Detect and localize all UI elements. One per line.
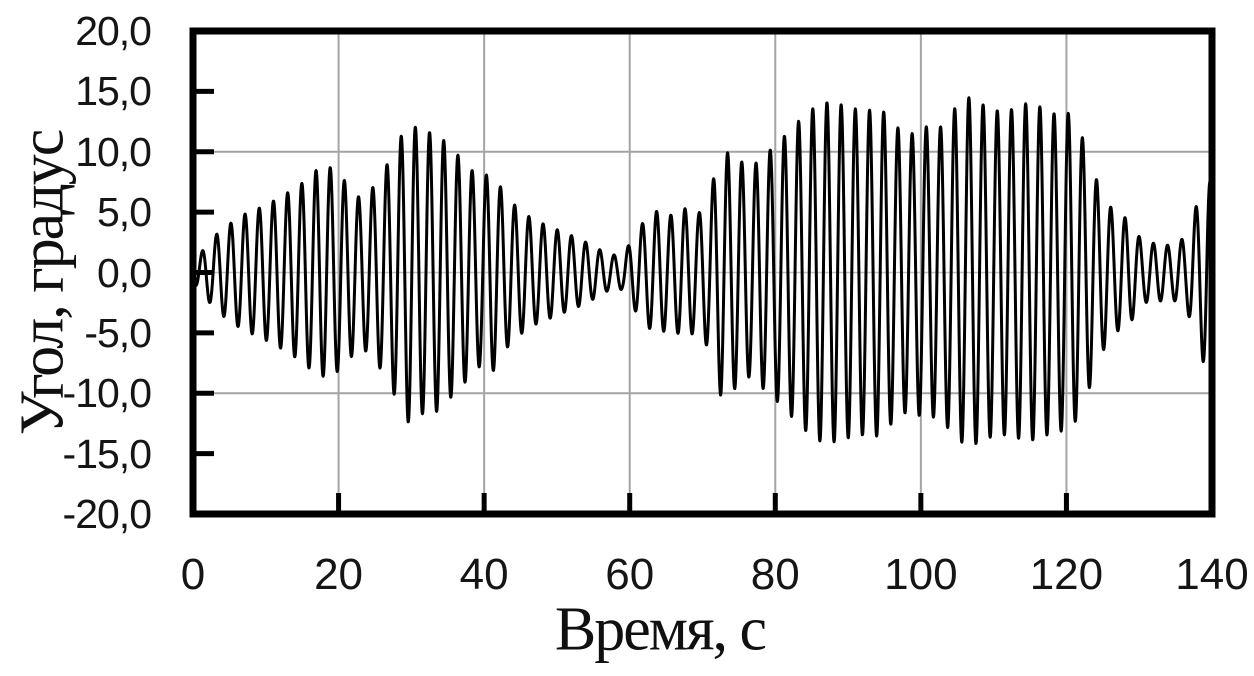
y-tick-label: 0,0 bbox=[97, 249, 152, 296]
waveform-line bbox=[191, 96, 1214, 446]
axis-frame bbox=[189, 27, 1216, 518]
x-tick-label: 120 bbox=[1029, 550, 1104, 599]
x-tick-label: 60 bbox=[605, 550, 655, 599]
x-axis-title: Время, с bbox=[554, 595, 767, 664]
y-axis-title: Угол, градус bbox=[8, 130, 77, 436]
x-tick-label: 20 bbox=[314, 550, 364, 599]
y-tick-label: 15,0 bbox=[75, 68, 152, 115]
y-tick-label: -5,0 bbox=[84, 309, 152, 356]
y-tick-label: 5,0 bbox=[97, 189, 152, 236]
y-tick-label: 10,0 bbox=[75, 128, 152, 175]
x-tick-label: 100 bbox=[884, 550, 958, 599]
y-tick-label: -15,0 bbox=[62, 430, 152, 477]
x-tick-label: 40 bbox=[459, 550, 509, 599]
y-tick-label: 20,0 bbox=[75, 8, 152, 54]
y-tick-label: -20,0 bbox=[62, 491, 152, 537]
x-tick-label: 140 bbox=[1175, 550, 1249, 599]
y-tick-label: -10,0 bbox=[62, 370, 152, 417]
x-tick-label: 80 bbox=[750, 550, 800, 599]
x-tick-label: 0 bbox=[180, 550, 206, 599]
